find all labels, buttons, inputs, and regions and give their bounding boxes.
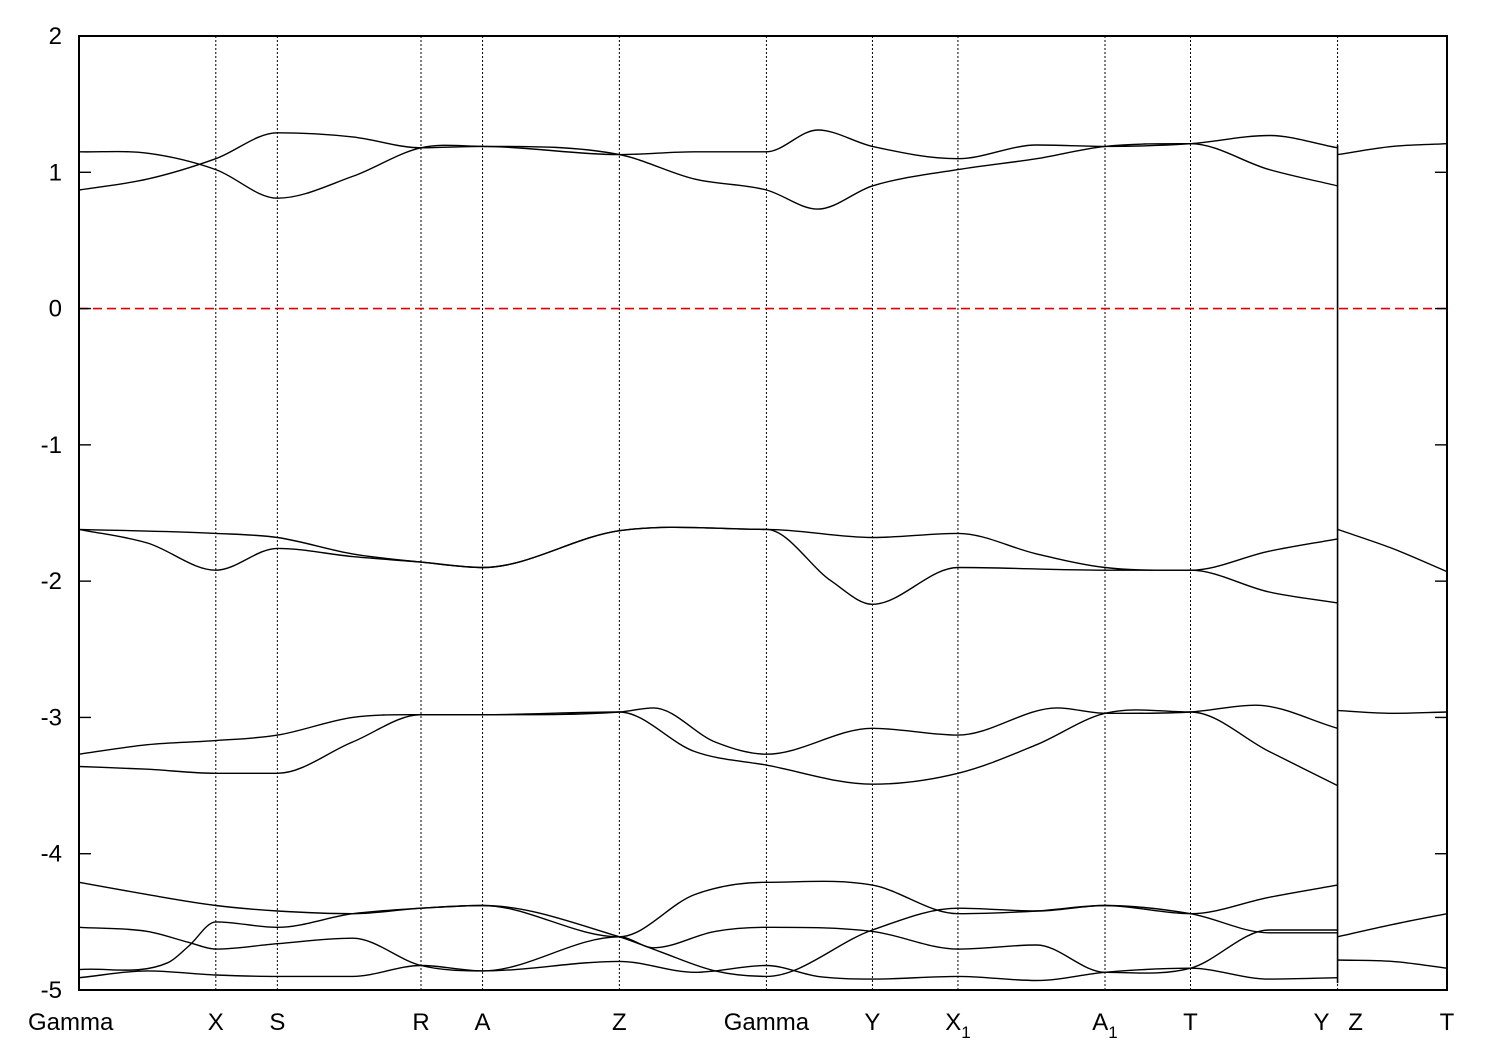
x-tick-label-8: X1 [945, 1009, 970, 1042]
x-tick-label-2: S [269, 1009, 285, 1036]
plot-frame [78, 35, 1448, 991]
band-line-9 [78, 880, 1338, 938]
band-line-1 [78, 129, 1338, 191]
x-tick-label-13: T [1440, 1009, 1455, 1036]
y-tick-label-0: 2 [49, 23, 62, 50]
x-tick-label-4: A [475, 1009, 491, 1036]
band-line-8 [1337, 709, 1448, 714]
band-line-11 [78, 904, 1338, 978]
band-line-12 [78, 960, 1338, 982]
y-axis: 2 1 0 -1 -2 -3 -4 -5 [41, 23, 1447, 1004]
y-tick-label-5: -3 [41, 704, 62, 731]
x-tick-label-7: Y [864, 1009, 880, 1036]
x-tick-label-9: A1 [1092, 1009, 1117, 1042]
band-line-3 [78, 526, 1338, 605]
band-curves [78, 129, 1448, 984]
kpoint-lines [215, 36, 1339, 990]
band-line-10 [78, 926, 1338, 974]
band-line-6 [78, 709, 1338, 787]
band-line-4 [78, 526, 1338, 571]
band-line-7 [78, 704, 1338, 774]
x-tick-label-12: Z [1348, 1009, 1363, 1036]
x-tick-label-3: R [412, 1009, 429, 1036]
y-tick-label-3: -1 [41, 432, 62, 459]
y-tick-label-2: 0 [49, 296, 62, 323]
y-tick-label-4: -2 [41, 568, 62, 595]
y-tick-label-7: -5 [41, 977, 62, 1004]
y-tick-label-6: -4 [41, 841, 62, 868]
band-line-0 [78, 142, 1338, 210]
band-line-14 [1337, 959, 1448, 969]
band-line-5 [1337, 528, 1448, 573]
x-tick-label-1: X [208, 1009, 224, 1036]
x-tick-label-0: Gamma [28, 1009, 114, 1036]
x-tick-label-10: T [1183, 1009, 1198, 1036]
x-tick-label-6: Gamma [724, 1009, 810, 1036]
band-line-13 [1337, 913, 1448, 938]
band-line-2 [1337, 143, 1448, 156]
x-tick-label-5: Z [612, 1009, 627, 1036]
x-axis: Gamma X S R A Z Gamma Y X1 A1 T Y Z T [28, 1009, 1455, 1042]
y-tick-label-1: 1 [49, 159, 62, 186]
x-tick-label-11: Y [1314, 1009, 1330, 1036]
